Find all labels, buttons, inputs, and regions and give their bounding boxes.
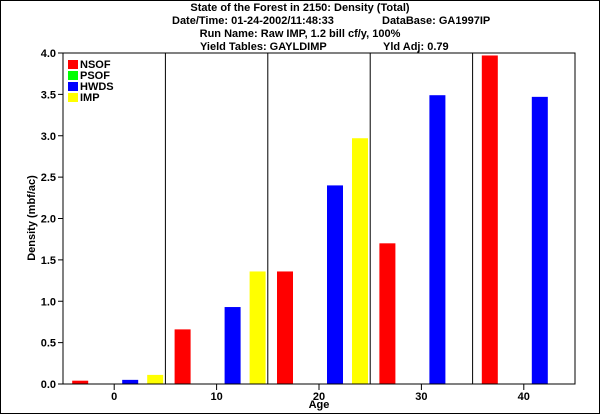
chart-title: State of the Forest in 2150: Density (To… bbox=[190, 2, 410, 14]
legend-label-nsof: NSOF bbox=[80, 59, 111, 71]
legend-label-psof: PSOF bbox=[80, 70, 110, 82]
grid-lines bbox=[164, 53, 474, 384]
y-axis-label: Density (mbf/ac) bbox=[26, 175, 38, 261]
x-axis-label: Age bbox=[309, 399, 330, 411]
y-tick-label: 0.5 bbox=[41, 338, 56, 350]
bar-hwds-10 bbox=[224, 307, 241, 384]
bar-imp-0 bbox=[147, 374, 164, 384]
y-axis-ticks: 0.0 0.5 1.0 1.5 2.0 2.5 3.0 3.5 4.0 bbox=[41, 48, 63, 391]
bar-imp-20 bbox=[352, 138, 368, 384]
legend-swatch-psof bbox=[68, 71, 78, 80]
x-tick-label: 20 bbox=[313, 391, 325, 403]
legend-swatch-nsof bbox=[68, 60, 78, 69]
bar-hwds-0 bbox=[122, 379, 139, 384]
bar-nsof-40 bbox=[481, 55, 498, 385]
x-tick-label: 10 bbox=[210, 391, 222, 403]
bar-nsof-10 bbox=[174, 329, 191, 384]
legend-swatch-hwds bbox=[68, 82, 78, 91]
y-tick-label: 0.0 bbox=[41, 379, 56, 391]
bar-nsof-30 bbox=[379, 243, 396, 384]
bar-hwds-40 bbox=[531, 96, 548, 385]
x-tick-label: 0 bbox=[111, 391, 117, 403]
yld-adj-label: Yld Adj: 0.79 bbox=[383, 41, 449, 53]
y-tick-label: 3.5 bbox=[41, 89, 56, 101]
plot-area-border bbox=[62, 52, 576, 385]
datetime-label: Date/Time: 01-24-2002/11:48:33 bbox=[172, 15, 334, 27]
bar-hwds-30 bbox=[429, 95, 446, 384]
y-tick-label: 2.0 bbox=[41, 214, 56, 226]
y-tick-label: 1.5 bbox=[41, 255, 56, 267]
run-name-label: Run Name: Raw IMP, 1.2 bill cf/y, 100% bbox=[199, 28, 401, 40]
database-label: DataBase: GA1997IP bbox=[382, 15, 491, 27]
bar-nsof-0 bbox=[72, 380, 89, 384]
yield-tables-label: Yield Tables: GAYLDIMP bbox=[200, 41, 327, 53]
y-tick-label: 3.0 bbox=[41, 131, 56, 143]
x-tick-label: 40 bbox=[518, 391, 530, 403]
x-axis-ticks: 0 10 20 30 40 bbox=[111, 384, 530, 403]
y-tick-label: 4.0 bbox=[41, 48, 56, 60]
bar-imp-10 bbox=[249, 271, 266, 384]
legend-label-hwds: HWDS bbox=[80, 81, 114, 93]
bar-hwds-20 bbox=[327, 185, 343, 384]
y-tick-label: 2.5 bbox=[41, 172, 56, 184]
bars bbox=[72, 55, 548, 385]
y-tick-label: 1.0 bbox=[41, 296, 56, 308]
legend-swatch-imp bbox=[68, 93, 78, 102]
legend-label-imp: IMP bbox=[80, 92, 100, 104]
bar-nsof-20 bbox=[277, 271, 293, 384]
x-tick-label: 30 bbox=[415, 391, 427, 403]
